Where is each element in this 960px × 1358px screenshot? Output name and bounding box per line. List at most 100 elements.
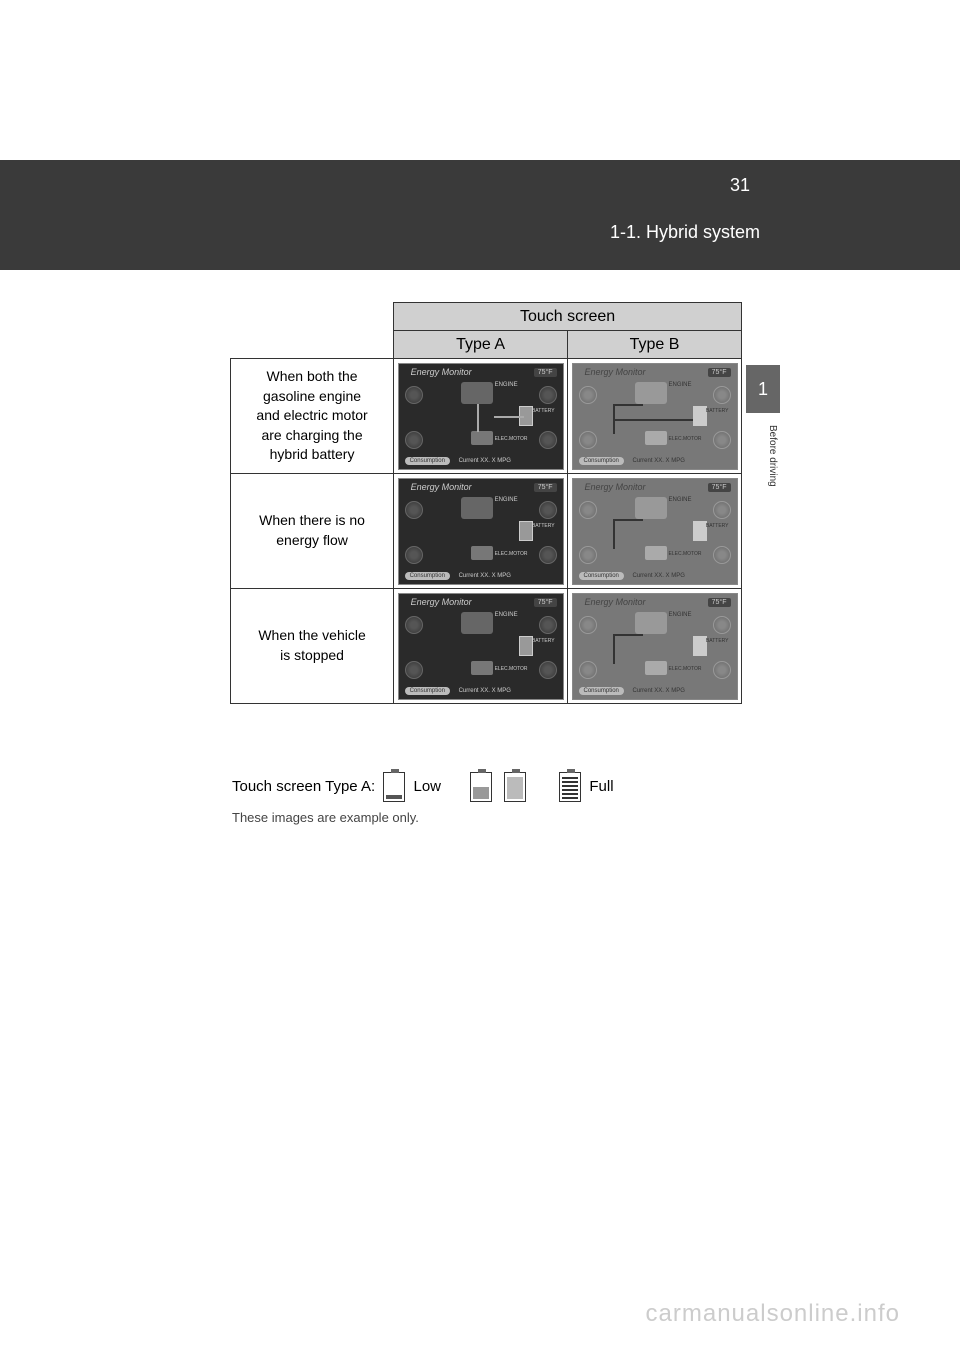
note-text: Low [413, 778, 441, 795]
energy-monitor-screen-a: Energy Monitor 75°F ENGINE BATTERY ELEC.… [398, 363, 564, 470]
label-text: When the vehicle [258, 627, 365, 643]
energy-monitor-screen-a: Energy Monitor 75°F ENGINE BATTERY ELEC.… [398, 478, 564, 585]
motor-label: ELEC.MOTOR [669, 666, 702, 672]
consumption-button: Consumption [405, 457, 450, 465]
engine-icon [461, 612, 493, 634]
temp-indicator: 75°F [708, 598, 731, 607]
battery-icon [693, 406, 707, 426]
wheel-icon [405, 616, 423, 634]
engine-icon [461, 382, 493, 404]
current-text: Current XX. X MPG [459, 688, 511, 694]
wheel-icon [539, 661, 557, 679]
motor-icon [471, 546, 493, 560]
type-b-header: Type B [568, 331, 742, 359]
wheel-icon [405, 431, 423, 449]
battery-mid-icon [470, 772, 492, 802]
motor-icon [645, 431, 667, 445]
engine-label: ENGINE [495, 497, 518, 503]
motor-label: ELEC.MOTOR [669, 551, 702, 557]
temp-indicator: 75°F [534, 598, 557, 607]
battery-full-icon [504, 772, 526, 802]
chapter-tab: 1 [746, 365, 780, 413]
wheel-icon [579, 501, 597, 519]
page-number: 31 [730, 175, 750, 196]
wheel-icon [713, 661, 731, 679]
consumption-button: Consumption [579, 572, 624, 580]
label-text: When both the [267, 368, 358, 384]
screen-title: Energy Monitor [585, 367, 646, 377]
row-label: When the vehicle is stopped [231, 589, 394, 704]
wheel-icon [405, 386, 423, 404]
label-text: When there is no [259, 512, 365, 528]
screenshot-cell: Energy Monitor 75°F ENGINE BATTERY ELEC.… [394, 474, 568, 589]
flow-line [613, 519, 643, 521]
wheel-icon [579, 661, 597, 679]
energy-monitor-screen-b: Energy Monitor 75°F ENGINE BATTERY ELEC.… [572, 593, 738, 700]
wheel-icon [539, 501, 557, 519]
label-text: and electric motor [256, 407, 367, 423]
screenshot-cell: Energy Monitor 75°F ENGINE BATTERY ELEC.… [568, 359, 742, 474]
type-a-header: Type A [394, 331, 568, 359]
engine-label: ENGINE [495, 382, 518, 388]
label-text: hybrid battery [270, 446, 355, 462]
consumption-button: Consumption [405, 572, 450, 580]
row-label: When there is no energy flow [231, 474, 394, 589]
battery-icon [519, 636, 533, 656]
consumption-button: Consumption [405, 687, 450, 695]
battery-label: BATTERY [706, 523, 729, 529]
note-subtext: These images are example only. [232, 808, 742, 828]
wheel-icon [405, 501, 423, 519]
temp-indicator: 75°F [708, 368, 731, 377]
motor-label: ELEC.MOTOR [669, 436, 702, 442]
flow-line [494, 416, 524, 418]
consumption-button: Consumption [579, 457, 624, 465]
current-text: Current XX. X MPG [633, 458, 685, 464]
screen-title: Energy Monitor [585, 482, 646, 492]
screen-title: Energy Monitor [411, 597, 472, 607]
wheel-icon [579, 386, 597, 404]
wheel-icon [539, 386, 557, 404]
wheel-icon [579, 431, 597, 449]
watermark: carmanualsonline.info [646, 1300, 900, 1328]
wheel-icon [713, 616, 731, 634]
empty-header [231, 303, 394, 359]
engine-label: ENGINE [495, 612, 518, 618]
battery-label: BATTERY [532, 638, 555, 644]
motor-label: ELEC.MOTOR [495, 666, 528, 672]
energy-flow-table: Touch screen Type A Type B When both the… [230, 302, 742, 704]
chapter-tab-label: Before driving [748, 425, 778, 487]
motor-label: ELEC.MOTOR [495, 551, 528, 557]
battery-status-note: Touch screen Type A: Low Full These imag… [232, 772, 742, 828]
screenshot-cell: Energy Monitor 75°F ENGINE BATTERY ELEC.… [394, 359, 568, 474]
current-text: Current XX. X MPG [633, 688, 685, 694]
wheel-icon [405, 661, 423, 679]
motor-icon [645, 546, 667, 560]
current-text: Current XX. X MPG [633, 573, 685, 579]
wheel-icon [713, 546, 731, 564]
temp-indicator: 75°F [534, 483, 557, 492]
wheel-icon [579, 546, 597, 564]
table-row: When there is no energy flow Energy Moni… [231, 474, 742, 589]
section-title: 1-1. Hybrid system [610, 222, 760, 243]
energy-monitor-screen-b: Energy Monitor 75°F ENGINE BATTERY ELEC.… [572, 478, 738, 585]
screen-title: Energy Monitor [585, 597, 646, 607]
wheel-icon [539, 431, 557, 449]
current-text: Current XX. X MPG [459, 573, 511, 579]
label-text: is stopped [280, 647, 344, 663]
energy-monitor-screen-b: Energy Monitor 75°F ENGINE BATTERY ELEC.… [572, 363, 738, 470]
energy-monitor-screen-a: Energy Monitor 75°F ENGINE BATTERY ELEC.… [398, 593, 564, 700]
screen-title: Energy Monitor [411, 367, 472, 377]
screen-title: Energy Monitor [411, 482, 472, 492]
motor-icon [471, 661, 493, 675]
battery-icon [693, 521, 707, 541]
battery-label: BATTERY [532, 408, 555, 414]
battery-low-icon [383, 772, 405, 802]
note-text: Full [589, 778, 613, 795]
temp-indicator: 75°F [534, 368, 557, 377]
battery-icon [519, 521, 533, 541]
wheel-icon [539, 546, 557, 564]
current-text: Current XX. X MPG [459, 458, 511, 464]
label-text: are charging the [261, 427, 362, 443]
screenshot-cell: Energy Monitor 75°F ENGINE BATTERY ELEC.… [568, 589, 742, 704]
flow-line [613, 519, 615, 549]
